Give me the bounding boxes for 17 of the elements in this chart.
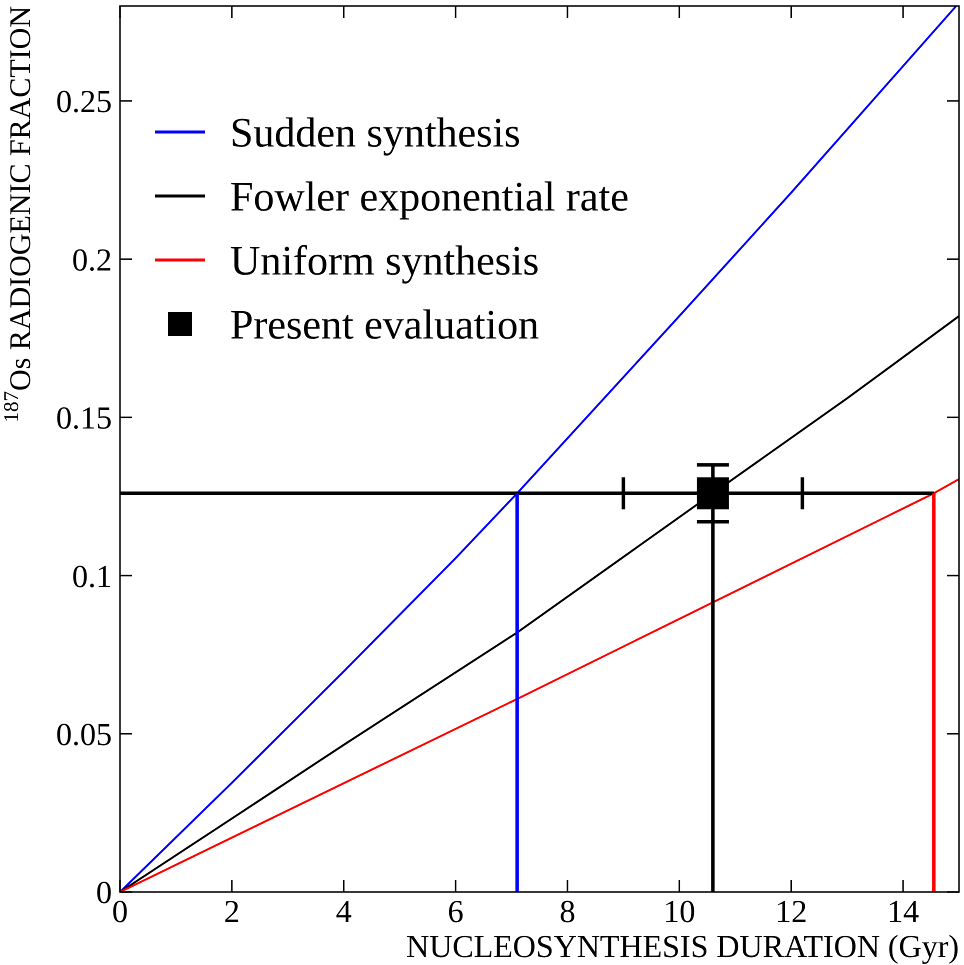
legend-label: Sudden synthesis — [230, 110, 521, 157]
y-tick-label: 0.2 — [72, 241, 112, 278]
x-tick-label: 10 — [663, 893, 696, 929]
x-tick-label: 14 — [887, 893, 920, 929]
y-tick-label: 0.1 — [72, 558, 112, 594]
legend-label: Present evaluation — [230, 302, 540, 349]
x-axis-title: NUCLEOSYNTHESIS DURATION (Gyr) — [406, 928, 959, 964]
y-tick-label: 0.15 — [56, 400, 112, 436]
legend-label: Fowler exponential rate — [230, 174, 629, 221]
x-tick-label: 6 — [448, 893, 464, 929]
x-tick-label: 12 — [775, 893, 808, 929]
x-tick-label: 2 — [224, 893, 240, 929]
y-tick-label: 0.05 — [56, 716, 112, 752]
x-tick-label: 4 — [336, 893, 352, 929]
x-tick-label: 8 — [559, 893, 576, 929]
legend-label: Uniform synthesis — [230, 238, 540, 285]
y-tick-label: 0.25 — [56, 83, 112, 120]
